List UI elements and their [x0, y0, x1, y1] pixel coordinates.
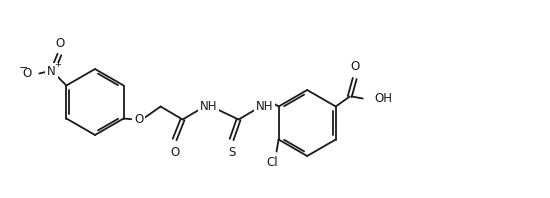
- Text: +: +: [54, 60, 61, 69]
- Text: O: O: [350, 61, 359, 73]
- Text: NH: NH: [200, 100, 217, 113]
- Text: S: S: [228, 146, 235, 159]
- Text: N: N: [47, 65, 56, 78]
- Text: O: O: [22, 67, 31, 80]
- Text: OH: OH: [375, 92, 393, 105]
- Text: O: O: [56, 36, 65, 50]
- Text: O: O: [170, 146, 179, 159]
- Text: NH: NH: [256, 100, 273, 113]
- Text: Cl: Cl: [267, 155, 278, 168]
- Text: O: O: [134, 113, 143, 126]
- Text: −: −: [19, 63, 28, 72]
